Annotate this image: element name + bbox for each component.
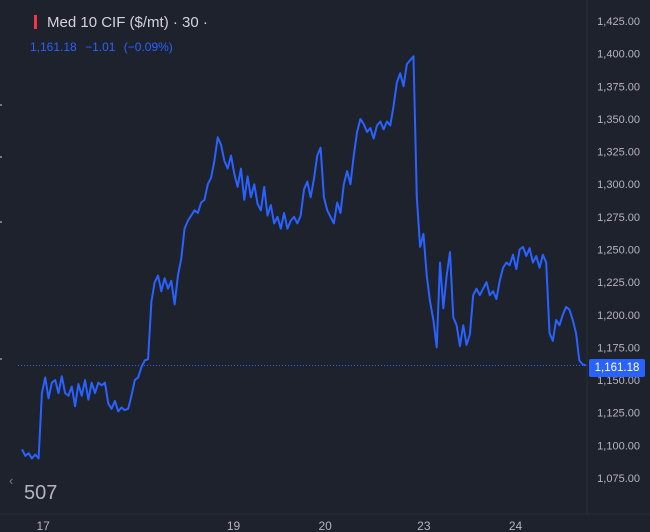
x-tick-label: 20 (318, 519, 332, 532)
y-tick-label: 1,200.00 (597, 310, 640, 322)
y-tick-label: 1,325.00 (597, 147, 640, 159)
chevron-left-icon[interactable]: ‹ (9, 473, 14, 488)
series-line (21, 55, 587, 460)
change-percent: (−0.09%) (123, 40, 173, 54)
y-tick-label: 1,275.00 (597, 212, 640, 224)
legend[interactable]: Med 10 CIF ($/mt) · 30 · (24, 13, 208, 33)
change-value: −1.01 (85, 40, 116, 54)
y-tick-label: 1,175.00 (597, 342, 640, 354)
y-tick-label: 1,150.00 (597, 375, 640, 387)
y-tick-label: 1,375.00 (597, 81, 640, 93)
last-value: 1,161.18 (30, 40, 77, 54)
y-tick-label: 1,100.00 (597, 440, 640, 452)
y-tick-label: 1,300.00 (597, 179, 640, 191)
ohlc-values: 1,161.18 −1.01 (−0.09%) (30, 40, 178, 54)
left-edge-marks (0, 104, 2, 360)
y-tick-label: 1,350.00 (597, 114, 640, 126)
legend-separator: · (202, 14, 208, 31)
y-tick-label: 1,225.00 (597, 277, 640, 289)
x-tick-label: 23 (417, 519, 431, 532)
bar-counter: 507 (24, 482, 58, 504)
legend-symbol[interactable]: Med 10 CIF ($/mt) (47, 14, 169, 31)
y-tick-label: 1,400.00 (597, 49, 640, 61)
last-price-label: 1,161.18 (589, 359, 645, 377)
y-tick-label: 1,425.00 (597, 16, 640, 28)
series-marker-icon (34, 15, 37, 29)
x-tick-label: 24 (509, 519, 523, 532)
price-axis[interactable]: 1,075.00 1,100.00 1,125.00 1,150.00 1,175.00… (597, 16, 640, 485)
legend-separator: · (172, 14, 178, 31)
time-axis[interactable]: 17 19 20 23 24 (36, 519, 522, 532)
legend-interval[interactable]: 30 (182, 14, 199, 31)
y-tick-label: 1,125.00 (597, 408, 640, 420)
y-tick-label: 1,075.00 (597, 473, 640, 485)
y-tick-label: 1,250.00 (597, 245, 640, 257)
x-tick-label: 19 (227, 519, 241, 532)
x-tick-label: 17 (36, 519, 50, 532)
